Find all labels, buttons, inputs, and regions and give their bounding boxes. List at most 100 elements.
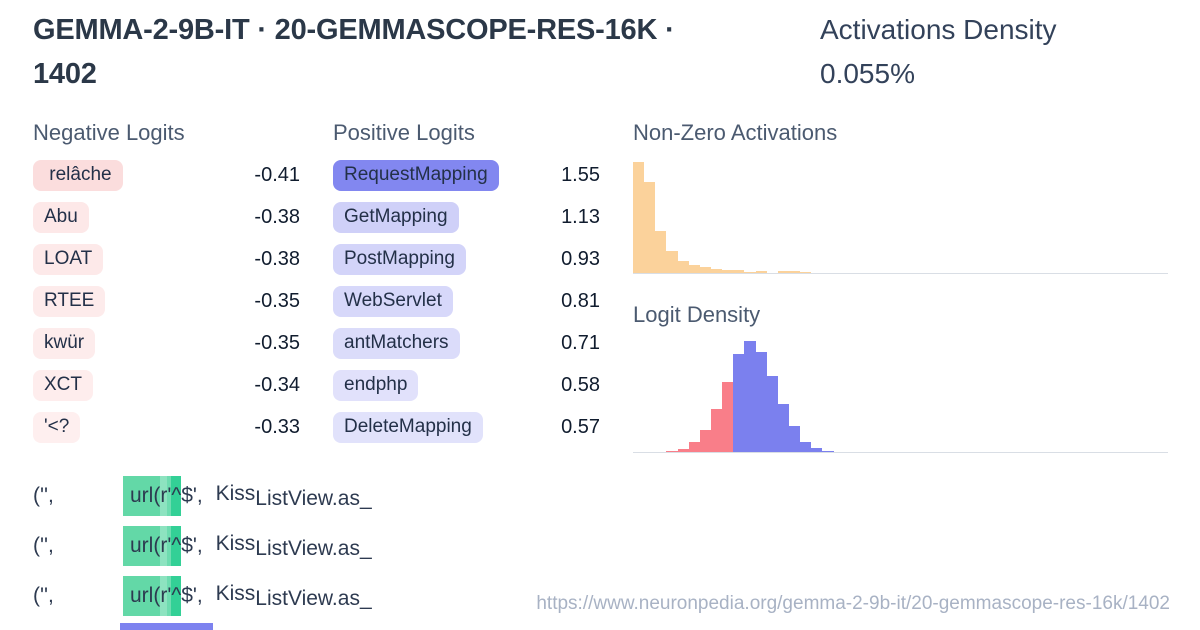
activation-example-row: ('', url(r ' ^ $', Kiss ListView.as_	[33, 526, 593, 566]
positive-token-pill: endphp	[333, 370, 419, 401]
example-prefix-token: ('',	[33, 484, 54, 507]
logit-density-heading: Logit Density	[633, 302, 761, 327]
logit-value: -0.38	[254, 206, 300, 228]
histogram-bar	[744, 272, 756, 273]
logit-value: 0.57	[561, 416, 600, 438]
highlighted-token: ^	[171, 576, 182, 616]
highlighted-token: r	[160, 576, 168, 616]
histogram-bar	[788, 426, 801, 452]
example-prefix-token: ('',	[33, 534, 54, 557]
logit-value: -0.34	[254, 374, 300, 396]
logit-density-histogram	[633, 338, 1168, 453]
histogram-bar	[688, 265, 700, 273]
highlighted-token: url(	[123, 476, 161, 516]
highlighted-token: '	[167, 476, 172, 516]
histogram-bar	[822, 451, 834, 452]
logit-value: -0.38	[254, 248, 300, 270]
activations-density-value: 0.055%	[820, 58, 915, 89]
logit-row: LOAT -0.38	[33, 243, 300, 276]
highlighted-token: url(	[123, 526, 161, 566]
example-token: $',	[181, 484, 209, 507]
positive-token-pill: GetMapping	[333, 202, 459, 233]
histogram-bar	[788, 271, 801, 273]
logit-row: DeleteMapping 0.57	[333, 411, 600, 444]
histogram-bar	[633, 162, 645, 273]
negative-token-pill: XCT	[33, 370, 93, 401]
positive-token-pill: antMatchers	[333, 328, 460, 359]
histogram-bar	[733, 270, 745, 273]
logit-row: relâche -0.41	[33, 159, 300, 192]
example-token: $',	[181, 584, 209, 607]
negative-token-pill: '<?	[33, 412, 81, 443]
partial-next-row-highlight	[120, 623, 213, 630]
histogram-bar	[777, 271, 789, 273]
histogram-bar	[733, 354, 745, 452]
logit-value: -0.35	[254, 290, 300, 312]
example-token: Kiss	[215, 482, 256, 505]
example-token: ListView.as_	[255, 537, 372, 560]
positive-token-pill: DeleteMapping	[333, 412, 483, 443]
logit-row: RTEE -0.35	[33, 285, 300, 318]
histogram-bar	[699, 267, 711, 273]
negative-token-pill: kwür	[33, 328, 96, 359]
negative-logits-section: Negative Logits relâche -0.41 Abu -0.38 LOAT…	[33, 120, 300, 453]
logit-value: 0.71	[561, 332, 600, 354]
logit-value: 0.93	[561, 248, 600, 270]
activation-examples: ('', url(r ' ^ $', Kiss ListView.as_ ('', url(r…	[33, 476, 593, 626]
histogram-bar	[722, 270, 734, 273]
histogram-bar	[666, 251, 678, 273]
positive-token-pill: PostMapping	[333, 244, 466, 275]
histogram-bar	[800, 442, 812, 452]
logit-value: 0.81	[561, 290, 600, 312]
logit-value: 0.58	[561, 374, 600, 396]
charts-section: Non-Zero Activations Logit Density	[633, 120, 1168, 453]
positive-token-pill: RequestMapping	[333, 160, 499, 191]
histogram-bar	[677, 261, 689, 273]
histogram-bar	[655, 231, 667, 273]
logit-value: -0.35	[254, 332, 300, 354]
logit-row: '<? -0.33	[33, 411, 300, 444]
highlighted-token: ^	[171, 526, 182, 566]
histogram-bar	[766, 376, 778, 452]
histogram-bar	[755, 271, 767, 273]
example-prefix-token: ('',	[33, 584, 54, 607]
negative-token-pill: Abu	[33, 202, 89, 233]
highlighted-token: ^	[171, 476, 182, 516]
logit-row: Abu -0.38	[33, 201, 300, 234]
histogram-bar	[677, 449, 689, 452]
logit-value: 1.55	[561, 164, 600, 186]
logit-row: XCT -0.34	[33, 369, 300, 402]
histogram-bar	[811, 448, 823, 452]
logit-value: -0.41	[254, 164, 300, 186]
page-title-line2: 1402	[33, 58, 97, 90]
highlighted-token: url(	[123, 576, 161, 616]
negative-token-pill: LOAT	[33, 244, 104, 275]
negative-logits-list: relâche -0.41 Abu -0.38 LOAT -0.38 RTEE -0.35 kw…	[33, 159, 300, 444]
neuronpedia-url-link[interactable]: https://www.neuronpedia.org/gemma-2-9b-i…	[536, 593, 1170, 614]
positive-logits-heading: Positive Logits	[333, 120, 475, 145]
activation-example-row: ('', url(r ' ^ $', Kiss ListView.as_	[33, 576, 593, 616]
logit-row: endphp 0.58	[333, 369, 600, 402]
logit-row: GetMapping 1.13	[333, 201, 600, 234]
positive-token-pill: WebServlet	[333, 286, 453, 317]
positive-logits-list: RequestMapping 1.55 GetMapping 1.13 PostMapp…	[333, 159, 600, 444]
logit-value: -0.33	[254, 416, 300, 438]
example-token: Kiss	[215, 582, 256, 605]
histogram-bar	[644, 182, 656, 273]
example-token: $',	[181, 534, 209, 557]
logit-row: WebServlet 0.81	[333, 285, 600, 318]
histogram-bar	[744, 341, 756, 452]
histogram-bar	[722, 382, 734, 452]
negative-token-pill: RTEE	[33, 286, 106, 317]
page-title: GEMMA-2-9B-IT · 20-GEMMASCOPE-RES-16K · …	[33, 8, 803, 96]
activations-density: Activations Density 0.055%	[820, 8, 1180, 96]
example-token: ListView.as_	[255, 587, 372, 610]
example-token: Kiss	[215, 532, 256, 555]
example-token: ListView.as_	[255, 487, 372, 510]
highlighted-token: '	[167, 576, 172, 616]
activations-density-label: Activations Density	[820, 14, 1057, 45]
highlighted-token: r	[160, 526, 168, 566]
histogram-bar	[710, 269, 723, 273]
histogram-bar	[800, 272, 812, 273]
negative-logits-heading: Negative Logits	[33, 120, 185, 145]
